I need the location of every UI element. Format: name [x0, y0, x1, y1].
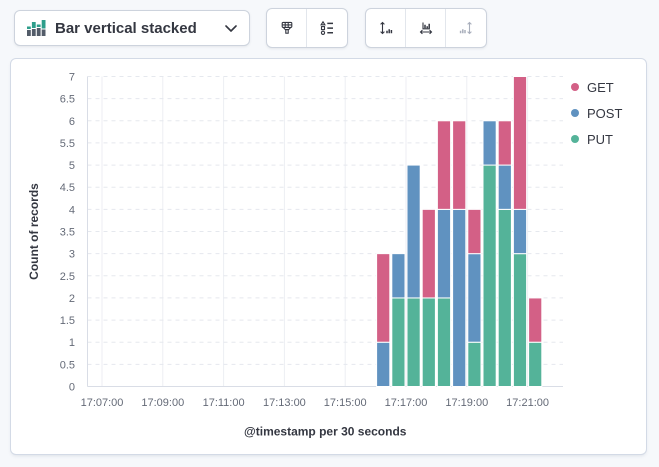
bar-segment-put-17:21:00[interactable]: [528, 341, 543, 388]
bar-segment-put-17:19:30[interactable]: [482, 164, 497, 387]
x-tick-label: 17:21:00: [506, 397, 549, 409]
y-tick-label: 6: [69, 116, 75, 128]
legend-label: GET: [587, 79, 614, 95]
bar-segment-post-17:19:30[interactable]: [482, 120, 497, 166]
legend-color-dot: [571, 109, 579, 117]
bar-segment-get-17:18:30[interactable]: [452, 120, 467, 210]
y-tick-label: 1: [69, 337, 75, 349]
x-tick-label: 17:15:00: [324, 397, 367, 409]
y-tick-label: 5: [69, 160, 75, 172]
bottom-axis-button[interactable]: [406, 9, 446, 47]
y-tick-label: 1.5: [60, 315, 75, 327]
chevron-down-icon: [225, 24, 237, 32]
y-tick-label: 0.5: [60, 359, 75, 371]
bar-segment-post-17:20:00[interactable]: [497, 164, 512, 210]
chart-panel: 0 0.5 1 1.5 2 2.5 3 3.5 4 4.5 5 5.5 6 6.5 7 17:07:00 17:…: [10, 58, 647, 455]
bar-vertical-stacked-icon: [27, 20, 47, 36]
bar-segment-get-17:19:00[interactable]: [467, 208, 482, 255]
chart-legend: GET POST PUT: [571, 74, 622, 152]
bar-segment-post-17:16:00[interactable]: [376, 341, 391, 388]
bar-segment-put-17:19:00[interactable]: [467, 341, 482, 388]
legend-list-icon: [319, 20, 335, 36]
bar-segment-post-17:16:30[interactable]: [391, 253, 406, 299]
y-tick-label: 6.5: [60, 94, 75, 106]
chart-type-label: Bar vertical stacked: [55, 19, 197, 37]
bar-segment-put-17:20:00[interactable]: [497, 208, 512, 387]
y-tick-label: 4: [69, 204, 75, 216]
paintbrush-icon: [279, 20, 295, 36]
bar-segment-put-17:17:00[interactable]: [406, 297, 421, 387]
y-tick-label: 4.5: [60, 182, 75, 194]
bar-segment-post-17:18:30[interactable]: [452, 208, 467, 387]
visual-options-button[interactable]: [267, 9, 307, 47]
bar-segment-get-17:17:30[interactable]: [421, 208, 436, 299]
bar-segment-post-17:18:00[interactable]: [436, 208, 452, 299]
bar-segment-put-17:16:30[interactable]: [391, 297, 406, 387]
x-tick-label: 17:11:00: [203, 397, 245, 409]
left-axis-icon: [378, 20, 394, 36]
x-tick-label: 17:13:00: [263, 397, 306, 409]
x-tick-label: 17:07:00: [81, 397, 124, 409]
legend-item-post[interactable]: POST: [571, 100, 622, 126]
y-tick-label: 2: [69, 293, 75, 305]
axis-button-group: [365, 8, 487, 48]
x-tick-label: 17:19:00: [445, 397, 488, 409]
x-tick-label: 17:09:00: [141, 397, 184, 409]
y-tick-label: 0: [69, 382, 75, 394]
stacked-bar-chart: 0 0.5 1 1.5 2 2.5 3 3.5 4 4.5 5 5.5 6 6.5 7 17:07:00 17:…: [27, 72, 563, 439]
bar-segment-post-17:19:00[interactable]: [467, 253, 482, 343]
bar-segment-put-17:17:30[interactable]: [421, 297, 436, 387]
right-axis-icon: [458, 20, 474, 36]
legend-color-dot: [571, 83, 579, 91]
y-tick-label: 5.5: [60, 138, 75, 150]
left-axis-button[interactable]: [366, 9, 406, 47]
y-axis-title: Count of records: [27, 183, 41, 280]
x-axis-title: @timestamp per 30 seconds: [244, 425, 407, 439]
bar-segment-post-17:20:30[interactable]: [512, 208, 528, 255]
chart-type-selector[interactable]: Bar vertical stacked: [14, 10, 250, 46]
bar-segment-put-17:18:00[interactable]: [436, 297, 452, 387]
toolbar: Bar vertical stacked: [0, 0, 659, 58]
legend-item-put[interactable]: PUT: [571, 126, 622, 152]
style-button-group: [266, 8, 348, 48]
bar-segment-get-17:20:00[interactable]: [497, 120, 512, 166]
legend-label: POST: [587, 105, 623, 121]
legend-item-get[interactable]: GET: [571, 74, 622, 100]
legend-label: PUT: [587, 131, 613, 147]
right-axis-button[interactable]: [446, 9, 486, 47]
y-tick-label: 2.5: [60, 271, 75, 283]
y-tick-label: 3.5: [60, 227, 75, 239]
x-tick-label: 17:17:00: [385, 397, 428, 409]
y-tick-label: 7: [69, 72, 75, 84]
bar-segment-get-17:18:00[interactable]: [436, 120, 452, 210]
bar-segment-get-17:20:30[interactable]: [512, 76, 528, 210]
bottom-axis-icon: [418, 20, 434, 36]
bar-segment-get-17:21:00[interactable]: [528, 297, 543, 343]
y-tick-label: 3: [69, 249, 75, 261]
legend-settings-button[interactable]: [307, 9, 347, 47]
bar-segment-put-17:20:30[interactable]: [512, 253, 528, 387]
legend-color-dot: [571, 135, 579, 143]
bar-segment-post-17:17:00[interactable]: [406, 164, 421, 299]
bar-segment-get-17:16:00[interactable]: [376, 253, 391, 343]
